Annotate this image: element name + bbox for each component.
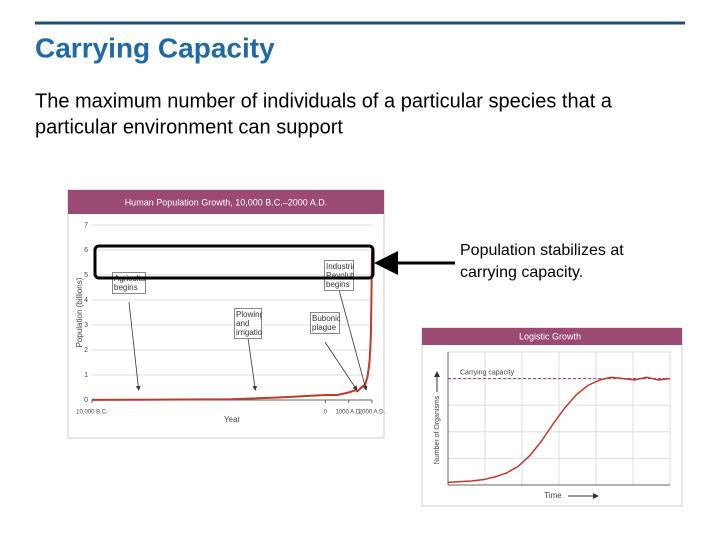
y-tick-label: 1 <box>84 372 88 379</box>
data-line <box>447 376 671 484</box>
y-axis-label: Population (billions) <box>75 277 84 347</box>
callout-text: Population stabilizes at <box>460 242 624 259</box>
annotation-arrow <box>128 301 141 391</box>
annotation: Industrial Revolution begins <box>324 260 354 291</box>
chart-title: Logistic Growth <box>519 331 581 341</box>
x-tick-label: 2000 A.D. <box>359 410 386 416</box>
x-axis-label: Time <box>544 491 562 500</box>
annotation-arrow <box>247 337 258 391</box>
highlight-box <box>93 244 375 280</box>
x-tick-label: 0 <box>324 410 328 416</box>
annotation-text: Plowing and irrigation <box>234 308 262 339</box>
logistic-chart: Logistic Growth Carrying capacity Time Numb… <box>421 327 683 507</box>
annotation-text: Industrial Revolution begins <box>324 260 354 291</box>
slide-title: Carrying Capacity <box>35 32 275 63</box>
capacity-label: Carrying capacity <box>460 369 515 376</box>
chart-title: Human Population Growth, 10,000 B.C.–200… <box>125 197 328 207</box>
y-axis-label: Number of Organisms <box>434 395 441 464</box>
y-tick-label: 5 <box>84 272 88 279</box>
annotation: Plowing and irrigation <box>234 308 262 339</box>
annotation-text: Agriculture begins <box>112 272 146 294</box>
y-tick-label: 7 <box>84 222 88 229</box>
y-tick-label: 6 <box>84 247 88 254</box>
chart-frame <box>421 327 683 507</box>
data-line <box>91 249 373 401</box>
chart-header <box>422 328 682 345</box>
x-axis-label: Year <box>224 415 241 424</box>
chart-header <box>68 190 384 214</box>
body-text: particular environment can support <box>35 116 343 138</box>
callout-text: carrying capacity. <box>460 264 583 281</box>
annotation-arrow <box>338 289 368 391</box>
x-tick-label: 1000 A.D. <box>335 410 362 416</box>
y-tick-label: 4 <box>84 297 88 304</box>
annotation: Bubonic plague <box>310 312 340 334</box>
x-tick-label: 10,000 B.C. <box>76 410 108 416</box>
y-tick-label: 0 <box>84 397 88 404</box>
y-tick-label: 3 <box>84 322 88 329</box>
population-chart: Human Population Growth, 10,000 B.C.–200… <box>67 189 386 439</box>
y-tick-label: 2 <box>84 347 88 354</box>
body-text: The maximum number of individuals of a p… <box>35 90 613 112</box>
annotation-text: Bubonic plague <box>310 312 340 334</box>
annotation-arrow <box>324 341 358 391</box>
overlay <box>93 244 455 280</box>
